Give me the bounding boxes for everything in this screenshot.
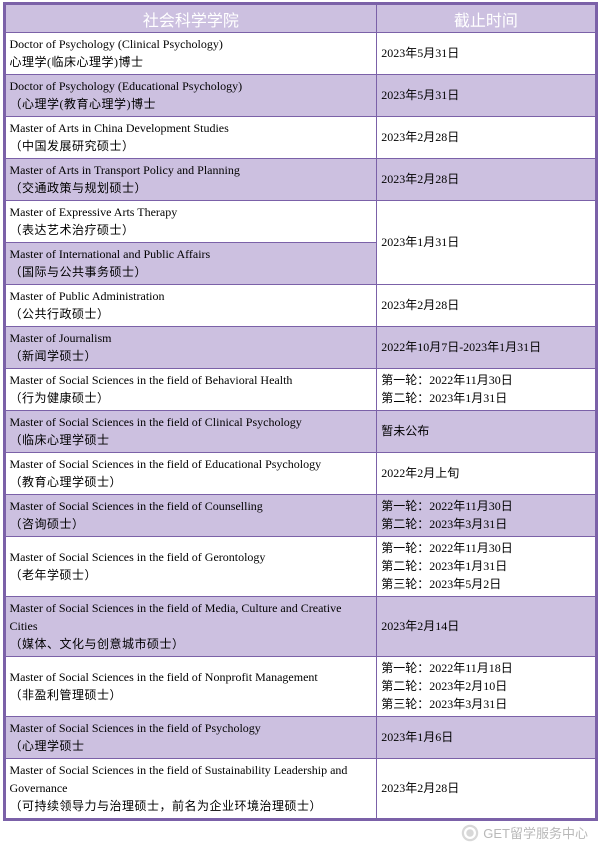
program-cn: （老年学硕士） [10, 566, 373, 584]
deadline-cell: 第一轮：2022年11月30日第二轮：2023年1月31日 [377, 369, 595, 411]
program-en: Master of Social Sciences in the field o… [10, 719, 373, 737]
program-cell: Master of Social Sciences in the field o… [5, 411, 377, 453]
program-cell: Master of International and Public Affai… [5, 243, 377, 285]
program-cell: Master of Social Sciences in the field o… [5, 369, 377, 411]
watermark-text: GET留学服务中心 [483, 823, 588, 842]
deadline-cell: 第一轮：2022年11月30日第二轮：2023年3月31日 [377, 495, 595, 537]
program-cell: Doctor of Psychology (Clinical Psycholog… [5, 33, 377, 75]
deadline-cell: 2023年5月31日 [377, 75, 595, 117]
program-cn: （媒体、文化与创意城市硕士） [10, 635, 373, 653]
deadline-cell: 2023年1月6日 [377, 717, 595, 759]
deadline-cell: 2023年2月14日 [377, 597, 595, 657]
table-row: Master of Social Sciences in the field o… [5, 495, 595, 537]
program-cell: Master of Journalism（新闻学硕士） [5, 327, 377, 369]
table-row: Master of Social Sciences in the field o… [5, 759, 595, 819]
program-cell: Doctor of Psychology (Educational Psycho… [5, 75, 377, 117]
program-en: Master of Journalism [10, 329, 373, 347]
program-en: Master of Social Sciences in the field o… [10, 413, 373, 431]
program-en: Master of Social Sciences in the field o… [10, 761, 373, 797]
program-cell: Master of Social Sciences in the field o… [5, 495, 377, 537]
table-row: Master of Social Sciences in the field o… [5, 453, 595, 495]
table-row: Doctor of Psychology (Educational Psycho… [5, 75, 595, 117]
deadline-table-wrapper: 社会科学学院 截止时间 Doctor of Psychology (Clinic… [3, 2, 598, 821]
deadline-cell: 第一轮：2022年11月30日第二轮：2023年1月31日第三轮：2023年5月… [377, 537, 595, 597]
program-cell: Master of Arts in China Development Stud… [5, 117, 377, 159]
watermark-icon [461, 824, 479, 842]
table-row: Master of Journalism（新闻学硕士）2022年10月7日-20… [5, 327, 595, 369]
table-row: Doctor of Psychology (Clinical Psycholog… [5, 33, 595, 75]
program-cell: Master of Social Sciences in the field o… [5, 537, 377, 597]
header-program: 社会科学学院 [5, 5, 377, 33]
program-cn: （可持续领导力与治理硕士，前名为企业环境治理硕士） [10, 797, 373, 815]
deadline-cell: 第一轮：2022年11月18日第二轮：2023年2月10日第三轮：2023年3月… [377, 657, 595, 717]
table-row: Master of Expressive Arts Therapy（表达艺术治疗… [5, 201, 595, 243]
deadline-cell: 暂未公布 [377, 411, 595, 453]
deadline-cell: 2022年2月上旬 [377, 453, 595, 495]
program-cell: Master of Social Sciences in the field o… [5, 597, 377, 657]
program-cn: （中国发展研究硕士） [10, 137, 373, 155]
program-cell: Master of Social Sciences in the field o… [5, 453, 377, 495]
program-en: Doctor of Psychology (Clinical Psycholog… [10, 35, 373, 53]
deadline-cell: 2023年2月28日 [377, 117, 595, 159]
table-row: Master of Social Sciences in the field o… [5, 597, 595, 657]
program-cell: Master of Social Sciences in the field o… [5, 657, 377, 717]
program-en: Master of Expressive Arts Therapy [10, 203, 373, 221]
table-row: Master of Social Sciences in the field o… [5, 369, 595, 411]
deadline-cell: 2023年2月28日 [377, 159, 595, 201]
program-cn: （教育心理学硕士） [10, 473, 373, 491]
program-cn: （交通政策与规划硕士） [10, 179, 373, 197]
program-cn: （行为健康硕士） [10, 389, 373, 407]
program-cn: （临床心理学硕士 [10, 431, 373, 449]
program-cn: 心理学(临床心理学)博士 [10, 53, 373, 71]
program-en: Master of Social Sciences in the field o… [10, 548, 373, 566]
deadline-cell: 2023年1月31日 [377, 201, 595, 285]
program-en: Master of International and Public Affai… [10, 245, 373, 263]
program-cn: （心理学(教育心理学)博士 [10, 95, 373, 113]
program-cn: （国际与公共事务硕士） [10, 263, 373, 281]
deadline-cell: 2023年2月28日 [377, 759, 595, 819]
program-cell: Master of Social Sciences in the field o… [5, 717, 377, 759]
deadline-cell: 2023年5月31日 [377, 33, 595, 75]
program-en: Master of Arts in Transport Policy and P… [10, 161, 373, 179]
program-en: Master of Arts in China Development Stud… [10, 119, 373, 137]
deadline-cell: 2023年2月28日 [377, 285, 595, 327]
header-deadline: 截止时间 [377, 5, 595, 33]
deadline-cell: 2022年10月7日-2023年1月31日 [377, 327, 595, 369]
program-en: Master of Social Sciences in the field o… [10, 371, 373, 389]
program-cell: Master of Public Administration（公共行政硕士） [5, 285, 377, 327]
program-en: Master of Public Administration [10, 287, 373, 305]
watermark: GET留学服务中心 [461, 823, 588, 842]
program-en: Master of Social Sciences in the field o… [10, 599, 373, 635]
program-en: Master of Social Sciences in the field o… [10, 497, 373, 515]
program-en: Master of Social Sciences in the field o… [10, 668, 373, 686]
program-cn: （公共行政硕士） [10, 305, 373, 323]
table-row: Master of Public Administration（公共行政硕士）2… [5, 285, 595, 327]
program-cell: Master of Expressive Arts Therapy（表达艺术治疗… [5, 201, 377, 243]
program-en: Master of Social Sciences in the field o… [10, 455, 373, 473]
program-cn: （非盈利管理硕士） [10, 686, 373, 704]
table-row: Master of Social Sciences in the field o… [5, 537, 595, 597]
table-row: Master of Social Sciences in the field o… [5, 717, 595, 759]
table-header-row: 社会科学学院 截止时间 [5, 5, 595, 33]
program-cn: （咨询硕士） [10, 515, 373, 533]
program-cn: （新闻学硕士） [10, 347, 373, 365]
table-row: Master of Social Sciences in the field o… [5, 657, 595, 717]
program-cell: Master of Social Sciences in the field o… [5, 759, 377, 819]
table-body: Doctor of Psychology (Clinical Psycholog… [5, 33, 595, 819]
program-cell: Master of Arts in Transport Policy and P… [5, 159, 377, 201]
deadline-table: 社会科学学院 截止时间 Doctor of Psychology (Clinic… [5, 4, 596, 819]
table-row: Master of Arts in Transport Policy and P… [5, 159, 595, 201]
program-en: Doctor of Psychology (Educational Psycho… [10, 77, 373, 95]
table-row: Master of Social Sciences in the field o… [5, 411, 595, 453]
program-cn: （表达艺术治疗硕士） [10, 221, 373, 239]
table-row: Master of Arts in China Development Stud… [5, 117, 595, 159]
program-cn: （心理学硕士 [10, 737, 373, 755]
